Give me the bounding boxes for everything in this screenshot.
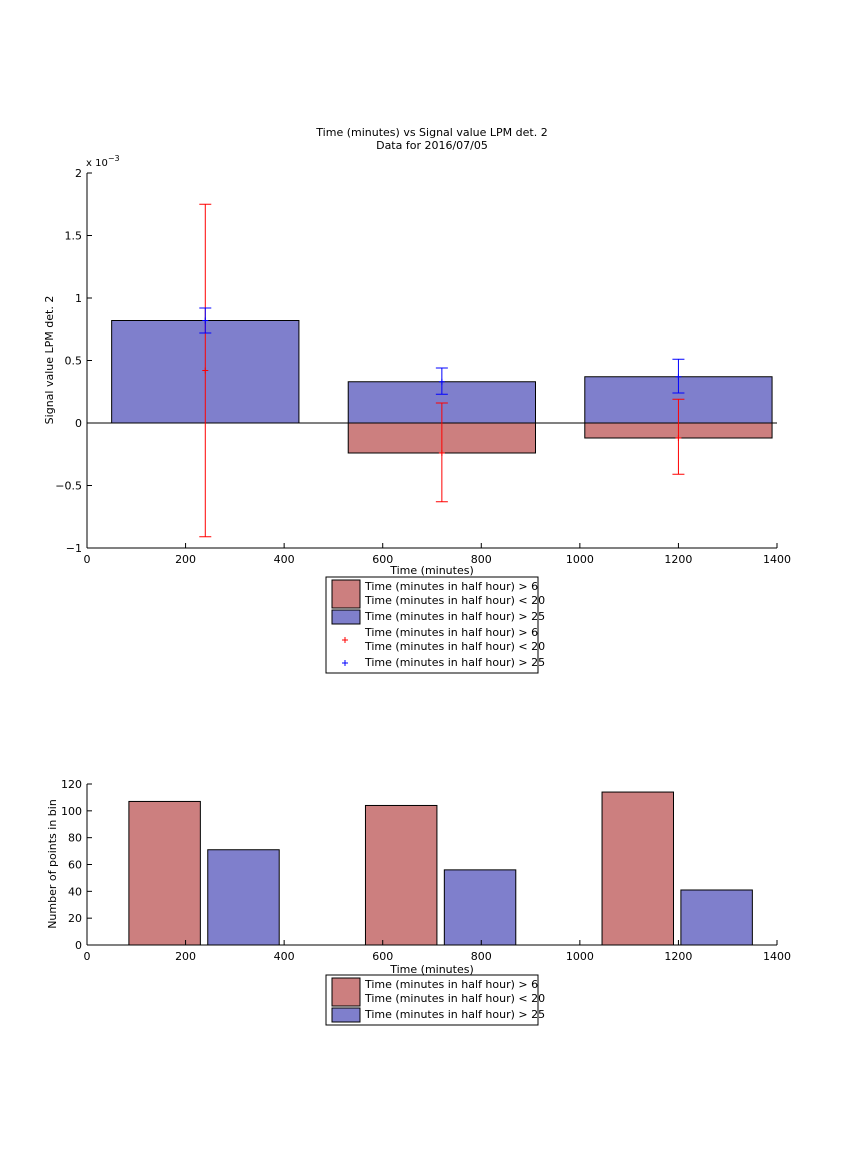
error-bar <box>435 402 448 503</box>
error-bar <box>672 358 685 394</box>
count-bar <box>680 889 753 946</box>
legend-swatch <box>331 1007 361 1023</box>
y-tick-label: 40 <box>68 885 82 898</box>
y-tick-label: 1.5 <box>65 230 83 243</box>
count-bar <box>443 869 517 946</box>
x-axis-label: Time (minutes) <box>389 963 474 976</box>
y-tick-label: 20 <box>68 912 82 925</box>
legend-label: Time (minutes in half hour) > 25 <box>364 656 545 669</box>
axes: 0 200 400 600 800 1000 1200 1400 −1 −0.5 0 0.5 1 1.5 2 <box>55 167 791 566</box>
legend-label: Time (minutes in half hour) > 25 <box>364 1008 545 1021</box>
count-chart: 0 200 400 600 800 1000 1200 1400 0 20 40 60 80 100 120… <box>46 778 791 1026</box>
legend-label: Time (minutes in half hour) < 20 <box>364 594 545 607</box>
legend-item: Time (minutes in half hour) > 25 <box>342 656 545 669</box>
x-tick-label: 1200 <box>664 553 692 566</box>
error-bar <box>199 203 212 538</box>
y-tick-label: 80 <box>68 832 82 845</box>
y-exponent-label: x 10−3 <box>86 154 120 169</box>
plot-area <box>128 791 753 946</box>
x-tick-label: 600 <box>372 553 393 566</box>
x-tick-label: 0 <box>84 950 91 963</box>
x-tick-label: 1000 <box>566 950 594 963</box>
legend-swatch <box>331 977 361 1007</box>
chart-title: Time (minutes) vs Signal value LPM det. … <box>315 126 547 139</box>
legend-swatch <box>331 609 361 625</box>
y-tick-label: 1 <box>75 292 82 305</box>
legend-label: Time (minutes in half hour) > 6 <box>364 580 538 593</box>
x-tick-label: 1400 <box>763 553 791 566</box>
x-tick-label: 400 <box>274 553 295 566</box>
y-axis-label: Number of points in bin <box>46 799 59 929</box>
legend-item: Time (minutes in half hour) > 25 <box>331 609 545 625</box>
count-bar <box>364 804 438 946</box>
error-bar <box>435 367 448 395</box>
x-tick-label: 800 <box>471 553 492 566</box>
x-tick-label: 1000 <box>566 553 594 566</box>
y-tick-label: 60 <box>68 859 82 872</box>
error-bar <box>199 307 212 334</box>
y-exponent-power: −3 <box>108 154 120 163</box>
plot-area <box>87 203 777 538</box>
axes: 0 200 400 600 800 1000 1200 1400 0 20 40 60 80 100 120 <box>61 778 791 963</box>
x-tick-label: 400 <box>274 950 295 963</box>
y-tick-label: 100 <box>61 805 82 818</box>
legend-label: Time (minutes in half hour) < 20 <box>364 992 545 1005</box>
y-tick-label: 0.5 <box>65 355 83 368</box>
count-bar <box>128 800 201 946</box>
signal-chart: Time (minutes) vs Signal value LPM det. … <box>43 126 791 674</box>
legend-label: Time (minutes in half hour) > 6 <box>364 978 538 991</box>
y-axis-label: Signal value LPM det. 2 <box>43 296 56 425</box>
x-tick-label: 600 <box>372 950 393 963</box>
x-tick-label: 200 <box>175 950 196 963</box>
y-tick-label: 0 <box>75 417 82 430</box>
legend-swatch <box>331 579 361 609</box>
x-tick-label: 200 <box>175 553 196 566</box>
legend-box <box>325 576 539 674</box>
x-tick-label: 0 <box>84 553 91 566</box>
legend-label: Time (minutes in half hour) > 25 <box>364 610 545 623</box>
legend-item: Time (minutes in half hour) > 25 <box>331 1007 545 1023</box>
y-exponent-base: x 10 <box>86 158 108 169</box>
y-tick-label: 120 <box>61 778 82 791</box>
y-tick-label: 2 <box>75 167 82 180</box>
y-tick-label: −1 <box>66 542 82 555</box>
y-tick-label: −0.5 <box>55 480 82 493</box>
x-axis-label: Time (minutes) <box>389 564 474 577</box>
x-tick-label: 1400 <box>763 950 791 963</box>
legend-box <box>325 974 539 1026</box>
y-tick-label: 0 <box>75 939 82 952</box>
legend-label: Time (minutes in half hour) < 20 <box>364 640 545 653</box>
x-tick-label: 800 <box>471 950 492 963</box>
count-bar <box>601 791 674 946</box>
chart-subtitle: Data for 2016/07/05 <box>376 139 488 152</box>
error-bar <box>672 398 685 475</box>
x-tick-label: 1200 <box>664 950 692 963</box>
legend-label: Time (minutes in half hour) > 6 <box>364 626 538 639</box>
count-bar <box>207 849 280 946</box>
